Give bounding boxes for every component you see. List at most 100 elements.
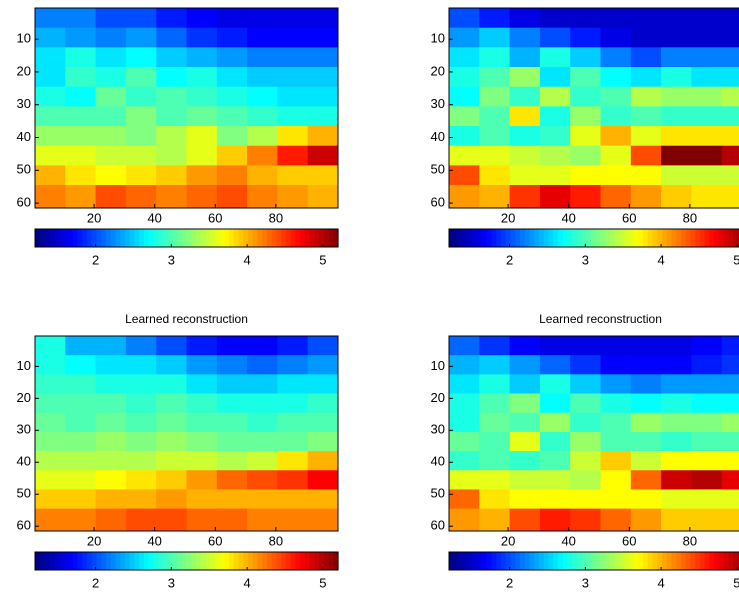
colorbar-swatch: [595, 552, 602, 570]
colorbar-swatch: [638, 552, 644, 570]
heatmap-cell: [600, 451, 632, 471]
heatmap-cell: [539, 145, 571, 166]
y-tick-label: 30: [17, 422, 31, 437]
heatmap-cell: [247, 508, 278, 532]
colorbar-swatch: [323, 229, 330, 247]
colorbar-swatch: [110, 229, 117, 247]
colorbar-swatch: [262, 552, 268, 570]
heatmap-cell: [570, 165, 601, 186]
heatmap-cell: [479, 355, 511, 375]
colorbar-swatch: [153, 552, 159, 570]
colorbar-swatch: [262, 229, 268, 247]
heatmap-cell: [307, 355, 339, 375]
x-tick-label: 80: [269, 210, 283, 225]
heatmap-cell: [661, 508, 692, 532]
heatmap-cell: [125, 185, 157, 209]
colorbar-swatch: [482, 229, 488, 247]
colorbar-swatch: [49, 229, 55, 247]
heatmap-cell: [186, 393, 218, 414]
colorbar-swatch: [328, 229, 334, 247]
heatmap-cell: [630, 86, 662, 107]
x-tick-label: 60: [208, 210, 222, 225]
colorbar-swatch: [266, 229, 273, 247]
heatmap-cell: [539, 412, 571, 433]
colorbar-swatch: [690, 552, 696, 570]
colorbar-swatch: [557, 552, 564, 570]
colorbar-swatch: [510, 552, 516, 570]
heatmap-cell: [125, 47, 157, 68]
heatmap-cell: [95, 27, 127, 48]
colorbar-swatch: [666, 229, 673, 247]
heatmap-cell: [65, 431, 97, 452]
heatmap-cell: [65, 145, 97, 166]
heatmap-cell: [721, 489, 739, 510]
colorbar-swatch: [529, 229, 535, 247]
heatmap-cell: [156, 355, 187, 375]
y-tick-label: 40: [431, 454, 445, 469]
colorbar-swatch: [87, 229, 93, 247]
heatmap-cell: [95, 355, 127, 375]
heatmap-cell: [479, 8, 511, 29]
colorbar-swatch: [586, 552, 592, 570]
heatmap-cell: [509, 86, 541, 107]
colorbar-tick-label: 5: [733, 575, 739, 590]
heatmap-cell: [186, 86, 218, 107]
heatmap-cell: [247, 393, 278, 414]
colorbar-swatch: [177, 229, 183, 247]
colorbar-swatch: [285, 552, 292, 570]
heatmap-cell: [277, 47, 309, 68]
colorbar-swatch: [581, 552, 587, 570]
heatmap-cell: [35, 165, 66, 186]
heatmap-cell: [661, 336, 692, 356]
heatmap-cell: [600, 47, 632, 68]
heatmap-cell: [186, 470, 218, 490]
colorbar-swatch: [714, 552, 720, 570]
colorbar-swatch: [314, 229, 320, 247]
colorbar-swatch: [467, 229, 474, 247]
heatmap-cell: [661, 126, 692, 147]
heatmap-cell: [156, 8, 187, 29]
colorbar-swatch: [633, 229, 639, 247]
heatmap-cell: [539, 67, 571, 88]
heatmap-cell: [156, 27, 187, 48]
colorbar-swatch: [652, 552, 658, 570]
heatmap-cell: [570, 374, 601, 395]
heatmap-panel: Learned reconstruction 20 40 60 80 10 20 30 40 50…: [17, 312, 339, 590]
heatmap-cell: [721, 145, 739, 166]
colorbar-frame: [34, 551, 339, 571]
heatmap-cell: [247, 431, 278, 452]
heatmap-cell: [247, 470, 278, 490]
heatmap-cell: [277, 8, 309, 29]
heatmap-cell: [35, 508, 66, 532]
heatmap-cell: [125, 145, 157, 166]
colorbar-swatch: [680, 229, 687, 247]
heatmap-cell: [721, 355, 739, 375]
colorbar-swatch: [529, 552, 535, 570]
heatmap-cell: [307, 126, 339, 147]
heatmap-cell: [65, 106, 97, 127]
colorbar-swatch: [53, 229, 60, 247]
colorbar-swatch: [309, 229, 315, 247]
heatmap-cell: [570, 355, 601, 375]
heatmap-cell: [307, 508, 339, 532]
heatmap-cell: [216, 185, 248, 209]
colorbar-swatch: [714, 229, 720, 247]
colorbar-swatch: [699, 552, 706, 570]
colorbar-tick-label: 3: [582, 575, 589, 590]
colorbar-swatch: [281, 552, 287, 570]
y-tick-label: 50: [17, 162, 31, 177]
heatmap-panel: 20 40 60 80 10 20 30 40 50 60 2 3 4 5: [431, 7, 739, 267]
colorbar-swatch: [491, 229, 497, 247]
colorbar-swatch: [520, 229, 526, 247]
axes-frame: [34, 7, 339, 209]
heatmap-cell: [691, 8, 723, 29]
heatmap-cell: [186, 67, 218, 88]
heatmap-cell: [449, 27, 480, 48]
heatmap-cell: [479, 185, 511, 209]
heatmap-cell: [479, 47, 511, 68]
x-tick-label: 80: [683, 533, 697, 548]
heatmap-cell: [691, 106, 723, 127]
heatmap-cell: [125, 451, 157, 471]
heatmap-cell: [247, 489, 278, 510]
colorbar-swatch: [548, 552, 554, 570]
